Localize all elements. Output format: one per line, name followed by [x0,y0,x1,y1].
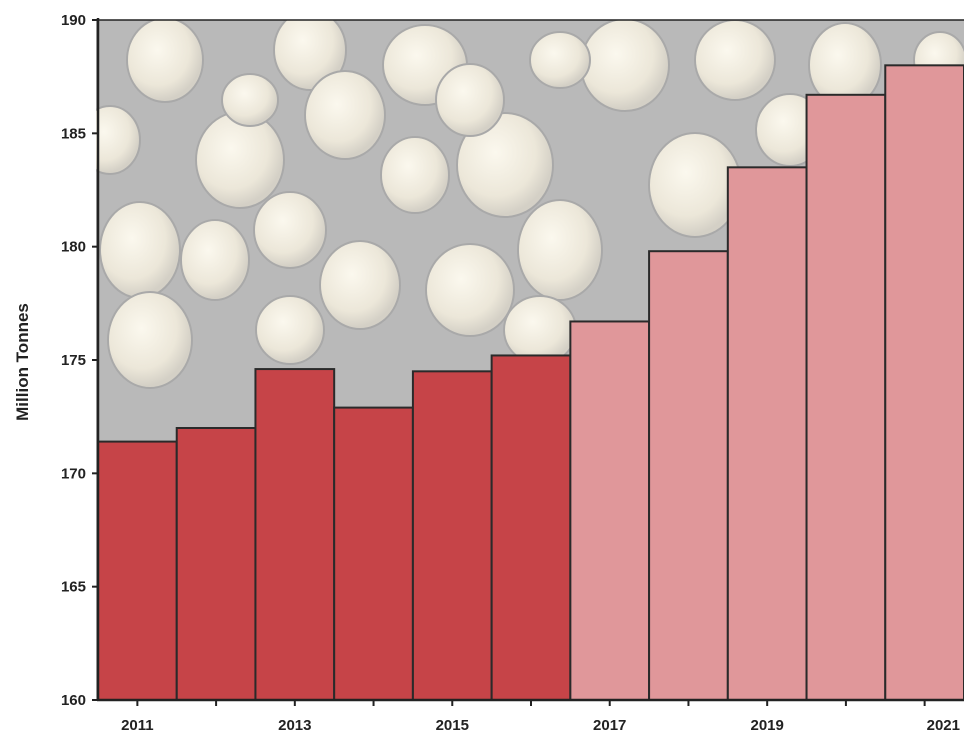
bar-2021 [884,64,964,701]
pellet-15 [425,243,515,337]
pellet-25 [221,73,279,127]
pellet-24 [96,105,141,175]
bar-2017 [569,320,651,701]
pellet-16 [503,295,577,365]
pellet-0 [126,20,204,103]
x-ticks: 2011 2013 2015 2017 2019 2021 [121,700,960,734]
x-tick-label-2021: 2021 [927,717,960,734]
bar-2014 [333,406,414,701]
y-tick-label-190: 190 [61,12,86,29]
bar-2016 [490,354,572,701]
bar-2020 [805,93,887,702]
pellet-11 [99,201,181,299]
pellet-13 [253,191,327,269]
y-tick-label-185: 185 [61,125,86,142]
y-axis-label: Million Tonnes [13,303,32,421]
y-ticks: 160 165 170 175 180 185 190 [61,12,98,709]
pellet-9 [694,20,776,101]
x-tick-label-2013: 2013 [278,717,311,734]
bar-2019 [726,166,808,701]
y-tick-label-165: 165 [61,579,86,596]
x-tick-label-2017: 2017 [593,717,626,734]
pellet-21 [529,31,591,89]
y-tick-label-180: 180 [61,239,86,256]
pellet-19 [255,295,325,365]
pellet-7 [580,20,670,112]
x-tick-label-2019: 2019 [750,717,783,734]
pellet-6 [517,199,603,301]
bar-2013 [254,368,336,701]
bar-2018 [648,250,729,701]
y-tick-label-175: 175 [61,352,86,369]
y-tick-label-160: 160 [61,692,86,709]
pellet-3 [304,70,386,160]
pellet-5 [456,112,554,218]
pellet-17 [380,136,450,214]
pellet-14 [319,240,401,330]
bar-2012 [175,427,257,701]
y-tick-label-170: 170 [61,465,86,482]
bar-2011 [97,440,178,701]
pellet-2 [273,20,347,91]
pellet-12 [180,219,250,301]
bar-2015 [411,370,493,701]
pellet-18 [107,291,193,389]
pellet-1 [195,111,285,209]
x-tick-label-2011: 2011 [121,717,154,734]
pellet-20 [435,63,505,137]
x-tick-label-2015: 2015 [436,717,469,734]
